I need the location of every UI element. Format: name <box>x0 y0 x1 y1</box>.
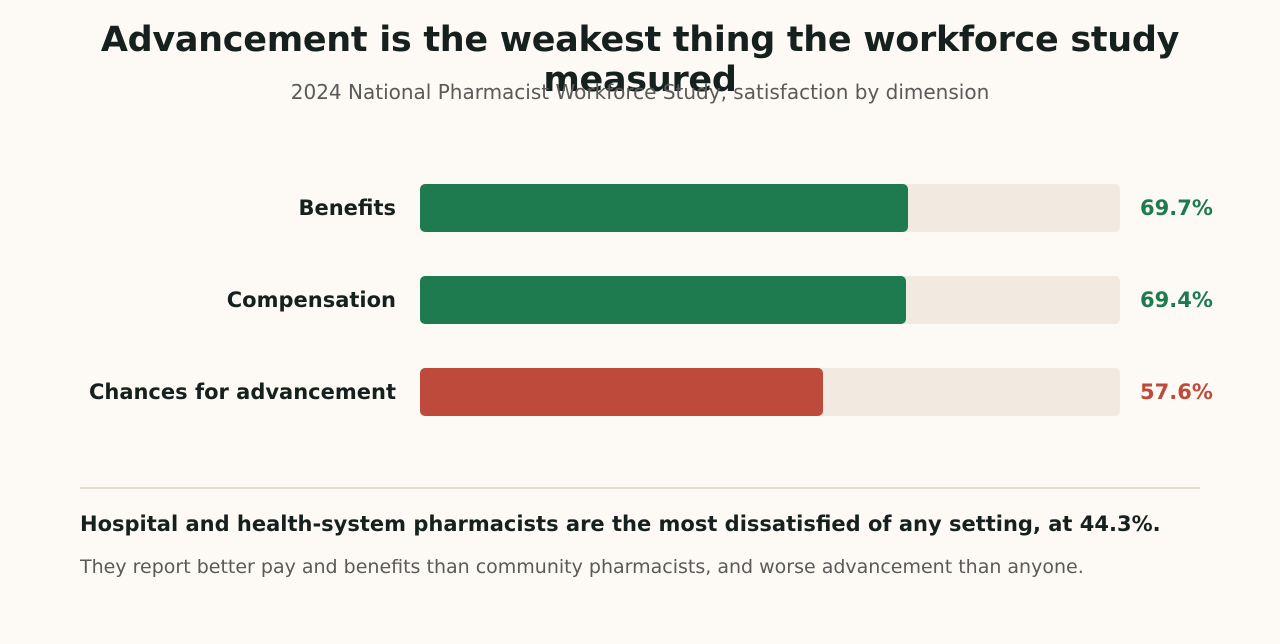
bar-track <box>420 184 1120 232</box>
bar <box>420 184 908 232</box>
bar-track <box>420 276 1120 324</box>
bar-track <box>420 368 1120 416</box>
chart-title: Advancement is the weakest thing the wor… <box>100 20 1180 100</box>
value-label: 69.4% <box>1140 288 1213 312</box>
category-label: Compensation <box>226 288 396 312</box>
value-label: 57.6% <box>1140 380 1213 404</box>
category-label: Benefits <box>298 196 396 220</box>
divider <box>80 487 1200 489</box>
bar <box>420 368 824 416</box>
note-body: They report better pay and benefits than… <box>80 556 1084 578</box>
chart-subtitle: 2024 National Pharmacist Workforce Study… <box>290 80 990 104</box>
bar <box>420 276 906 324</box>
value-label: 69.7% <box>1140 196 1213 220</box>
category-label: Chances for advancement <box>88 380 396 404</box>
note-headline: Hospital and health-system pharmacists a… <box>80 512 1161 536</box>
